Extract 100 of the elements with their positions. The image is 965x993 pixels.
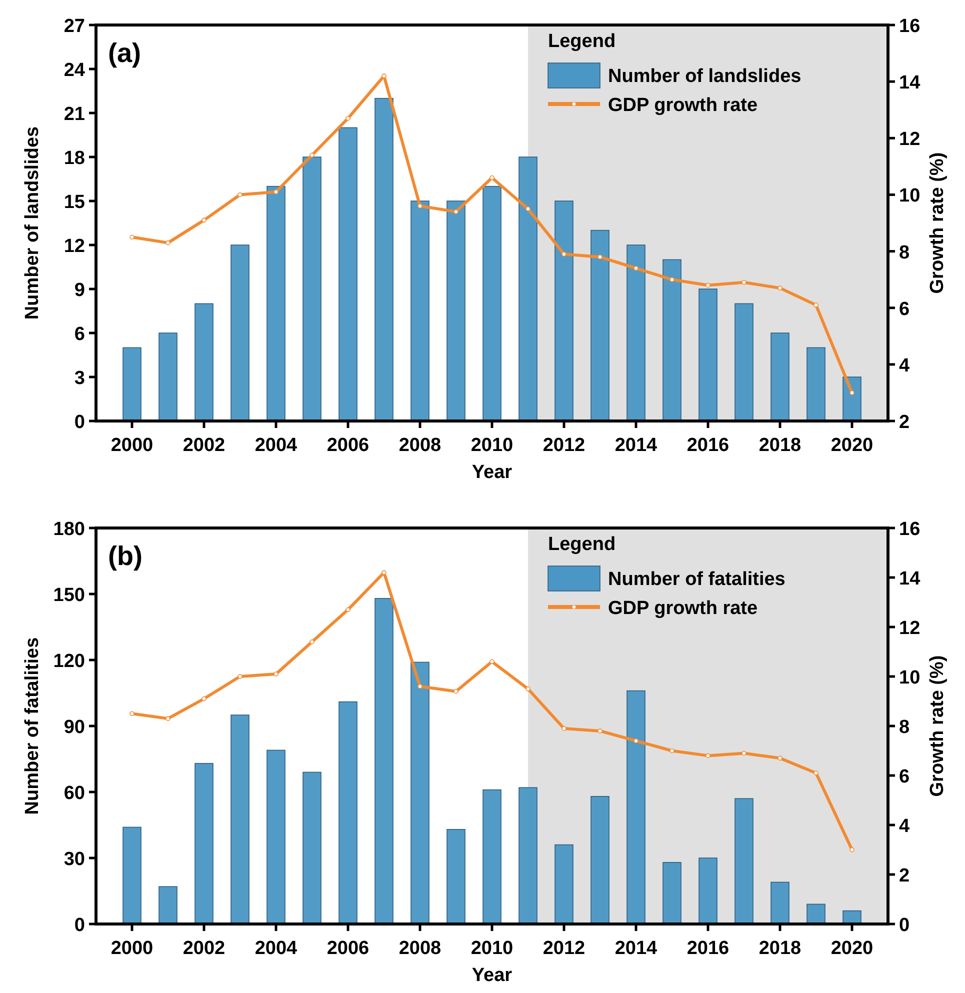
y2-tick-label: 16	[899, 16, 920, 37]
y2-tick-label: 2	[899, 866, 910, 886]
point	[562, 252, 566, 257]
bar	[338, 701, 358, 924]
y2-tick-label: 14	[899, 72, 921, 94]
y-tick-label: 27	[64, 16, 85, 37]
x-tick-label: 2012	[542, 435, 586, 456]
y2-tick-label: 16	[899, 519, 920, 540]
bar	[410, 662, 430, 924]
y2-tick-label: 6	[899, 298, 910, 320]
bar	[554, 200, 574, 422]
bar	[194, 763, 214, 924]
point	[346, 607, 350, 612]
bar	[734, 303, 754, 422]
bar	[662, 862, 682, 924]
y-tick-label: 90	[64, 717, 85, 738]
bar	[842, 376, 862, 422]
legend-label: Number of fatalities	[608, 569, 786, 590]
bar	[374, 598, 394, 924]
point	[742, 280, 746, 285]
bar	[554, 844, 574, 924]
bar	[626, 690, 646, 924]
bar	[266, 750, 286, 924]
y-tick-label: 12	[64, 236, 85, 257]
x-tick-label: 2002	[182, 938, 226, 959]
bar	[734, 798, 754, 924]
y-tick-label: 180	[53, 519, 85, 540]
bar	[122, 826, 142, 924]
point	[778, 756, 782, 761]
y2-tick-label: 4	[899, 816, 910, 837]
point	[382, 570, 386, 575]
y2-tick-label: 10	[899, 668, 920, 688]
point	[202, 218, 206, 223]
x-tick-label: 2002	[182, 435, 226, 456]
bar	[410, 200, 430, 422]
y-tick-label: 60	[64, 783, 85, 804]
point	[454, 209, 458, 214]
x-tick-label: 2000	[110, 938, 154, 959]
x-tick-label: 2020	[830, 938, 874, 959]
x-axis-title: Year	[472, 462, 513, 483]
point	[634, 738, 638, 744]
bar	[590, 230, 610, 422]
legend-label: Number of landslides	[608, 66, 802, 87]
text: (a)	[108, 38, 141, 68]
x-tick-label: 2016	[686, 435, 730, 456]
point	[598, 254, 602, 260]
y-tick-label: 150	[53, 585, 85, 606]
point	[526, 686, 530, 692]
x-tick-label: 2008	[398, 435, 442, 456]
point	[742, 750, 746, 756]
bar	[158, 332, 178, 422]
bar	[194, 303, 214, 422]
point	[238, 192, 242, 198]
point	[130, 234, 134, 240]
point	[526, 206, 530, 212]
point	[454, 688, 458, 694]
y2-tick-label: 8	[899, 242, 910, 264]
x-axis-title: Year	[472, 965, 513, 986]
x-tick-label: 2004	[254, 938, 298, 959]
y-tick-label: 21	[64, 104, 86, 125]
point	[274, 189, 278, 194]
point	[814, 302, 818, 308]
point	[634, 266, 638, 271]
point	[490, 659, 494, 664]
point	[130, 711, 134, 716]
point	[706, 282, 710, 288]
bar	[374, 98, 394, 422]
y2-tick-label: 12	[899, 618, 920, 639]
bar	[482, 789, 502, 924]
y2-tick-label: 0	[899, 915, 910, 936]
x-tick-label: 2000	[110, 435, 154, 456]
bar	[698, 858, 718, 924]
y-tick-label: 0	[74, 412, 85, 433]
x-tick-label: 2006	[326, 435, 370, 456]
x-tick-label: 2012	[542, 938, 586, 959]
bar	[302, 772, 322, 924]
x-tick-label: 2018	[758, 435, 802, 456]
y-axis-title: Number of fatalities	[22, 637, 43, 815]
x-tick-label: 2016	[686, 938, 730, 959]
y-tick-label: 24	[64, 60, 86, 81]
point	[310, 152, 314, 158]
bar	[806, 904, 826, 924]
y2-tick-label: 4	[899, 355, 910, 376]
bar	[518, 787, 538, 924]
bar	[518, 156, 538, 422]
y-tick-label: 120	[53, 651, 85, 672]
bar	[266, 186, 286, 422]
x-tick-label: 2018	[758, 938, 802, 959]
y2-axis-title: Growth rate (%)	[927, 152, 948, 294]
x-tick-label: 2008	[398, 938, 442, 959]
point	[346, 116, 350, 121]
point	[562, 726, 566, 731]
y-tick-label: 30	[64, 849, 85, 870]
y2-tick-label: 6	[899, 766, 910, 788]
point	[418, 684, 422, 689]
bar	[590, 796, 610, 924]
y2-tick-label: 2	[899, 412, 910, 433]
y2-axis-title: Growth rate (%)	[927, 655, 948, 797]
bar	[446, 200, 466, 422]
point	[598, 728, 602, 734]
